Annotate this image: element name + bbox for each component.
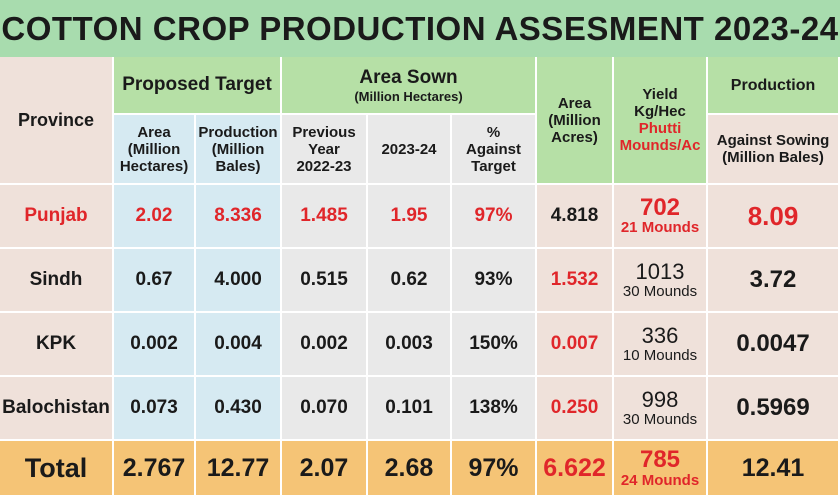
yield-value: 702	[639, 194, 681, 221]
production-table: Province Proposed Target Area Sown (Mill…	[0, 57, 840, 497]
percent-cell: 93%	[452, 249, 538, 313]
percent-cell: 138%	[452, 377, 538, 441]
header-previous-year: Previous Year 2022-23	[282, 115, 368, 185]
current-year-cell: 0.003	[368, 313, 452, 377]
percent-cell: 97%	[452, 185, 538, 249]
area-acres-cell: 4.818	[537, 185, 615, 249]
yield-mounds: 30 Mounds	[622, 411, 698, 428]
previous-year-cell: 1.485	[282, 185, 368, 249]
total-target-production: 12.77	[196, 441, 282, 497]
header-row-2: Area (Million Hectares) Production (Mill…	[0, 115, 840, 185]
header-yield: Yield Kg/Hec Phutti Mounds/Ac	[614, 57, 709, 185]
header-against-sowing: Against Sowing (Million Bales)	[708, 115, 840, 185]
previous-year-cell: 0.515	[282, 249, 368, 313]
total-row: Total 2.767 12.77 2.07 2.68 97% 6.622 78…	[0, 441, 840, 497]
title-bar: COTTON CROP PRODUCTION ASSESMENT 2023-24	[0, 0, 840, 57]
header-percent-against-target: % Against Target	[452, 115, 538, 185]
header-production: Production	[708, 57, 840, 115]
area-acres-cell: 1.532	[537, 249, 615, 313]
yield-mounds: 30 Mounds	[622, 283, 698, 300]
province-cell: KPK	[0, 313, 114, 377]
target-area-cell: 0.67	[114, 249, 196, 313]
yield-cell: 1013 30 Mounds	[614, 249, 709, 313]
target-area-cell: 0.002	[114, 313, 196, 377]
header-area-sown-sub: (Million Hectares)	[354, 88, 463, 104]
total-area-acres: 6.622	[537, 441, 615, 497]
yield-value: 998	[641, 387, 679, 412]
target-production-cell: 4.000	[196, 249, 282, 313]
current-year-cell: 1.95	[368, 185, 452, 249]
total-previous-year: 2.07	[282, 441, 368, 497]
target-area-cell: 2.02	[114, 185, 196, 249]
production-cell: 0.5969	[708, 377, 840, 441]
total-yield-mounds: 24 Mounds	[620, 472, 700, 489]
header-area-sown-label: Area Sown	[359, 66, 458, 88]
total-current-year: 2.68	[368, 441, 452, 497]
yield-value: 336	[641, 323, 679, 348]
total-label: Total	[0, 441, 114, 497]
total-target-area: 2.767	[114, 441, 196, 497]
production-cell: 0.0047	[708, 313, 840, 377]
yield-cell: 336 10 Mounds	[614, 313, 709, 377]
total-percent: 97%	[452, 441, 538, 497]
percent-cell: 150%	[452, 313, 538, 377]
production-cell: 8.09	[708, 185, 840, 249]
area-acres-cell: 0.250	[537, 377, 615, 441]
total-yield-value: 785	[639, 446, 681, 473]
total-production: 12.41	[708, 441, 840, 497]
production-cell: 3.72	[708, 249, 840, 313]
province-cell: Punjab	[0, 185, 114, 249]
yield-value: 1013	[635, 259, 685, 284]
header-province: Province	[0, 57, 114, 185]
yield-cell: 998 30 Mounds	[614, 377, 709, 441]
target-production-cell: 0.430	[196, 377, 282, 441]
table-row: Balochistan 0.073 0.430 0.070 0.101 138%…	[0, 377, 840, 441]
header-row-1: Province Proposed Target Area Sown (Mill…	[0, 57, 840, 185]
yield-mounds: 10 Mounds	[622, 347, 698, 364]
header-area-acres: Area (Million Acres)	[537, 57, 615, 185]
current-year-cell: 0.62	[368, 249, 452, 313]
header-current-year: 2023-24	[368, 115, 452, 185]
province-cell: Balochistan	[0, 377, 114, 441]
target-production-cell: 0.004	[196, 313, 282, 377]
table-row: Sindh 0.67 4.000 0.515 0.62 93% 1.532 10…	[0, 249, 840, 313]
province-cell: Sindh	[0, 249, 114, 313]
table-row: KPK 0.002 0.004 0.002 0.003 150% 0.007 3…	[0, 313, 840, 377]
previous-year-cell: 0.070	[282, 377, 368, 441]
header-area-sown: Area Sown (Million Hectares)	[282, 57, 538, 115]
yield-cell: 702 21 Mounds	[614, 185, 709, 249]
header-target-production: Production (Million Bales)	[196, 115, 282, 185]
header-target-area: Area (Million Hectares)	[114, 115, 196, 185]
table-row: Punjab 2.02 8.336 1.485 1.95 97% 4.818 7…	[0, 185, 840, 249]
target-area-cell: 0.073	[114, 377, 196, 441]
current-year-cell: 0.101	[368, 377, 452, 441]
page-title: COTTON CROP PRODUCTION ASSESMENT 2023-24	[1, 9, 839, 47]
area-acres-cell: 0.007	[537, 313, 615, 377]
previous-year-cell: 0.002	[282, 313, 368, 377]
total-yield: 785 24 Mounds	[614, 441, 709, 497]
target-production-cell: 8.336	[196, 185, 282, 249]
header-proposed-target: Proposed Target	[114, 57, 282, 115]
yield-mounds: 21 Mounds	[620, 219, 700, 236]
